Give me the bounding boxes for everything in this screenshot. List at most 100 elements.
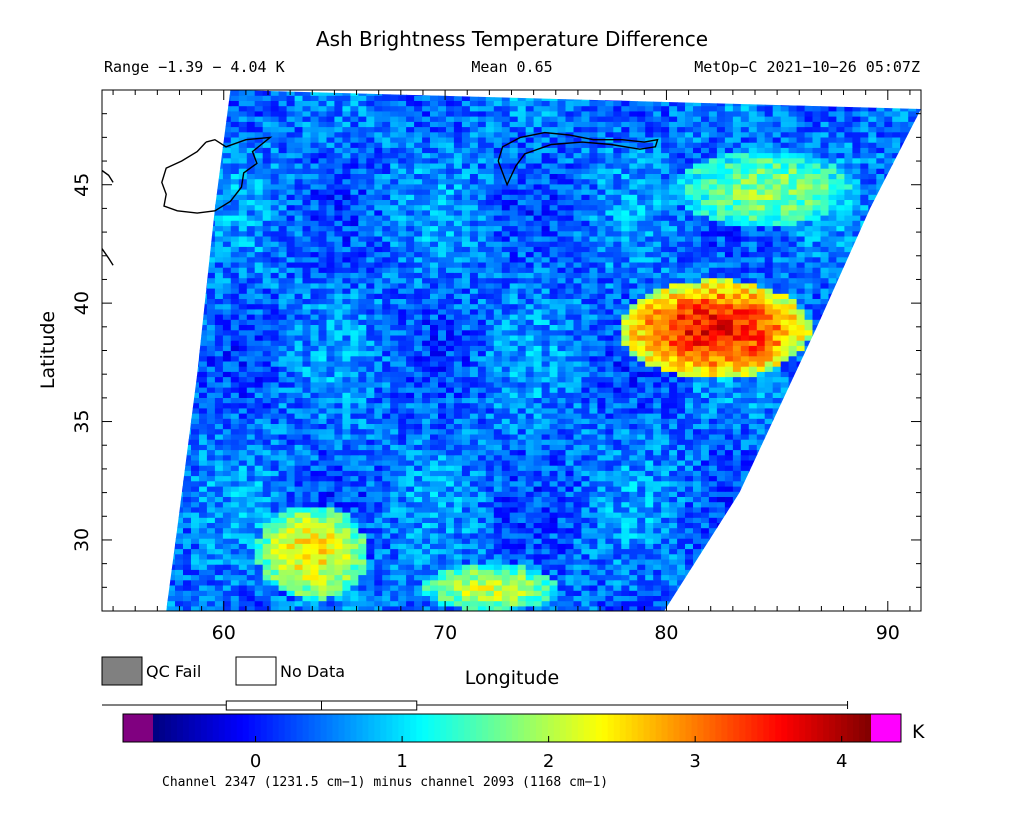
heatmap-cell <box>135 413 144 419</box>
heatmap-cell <box>446 538 455 544</box>
heatmap-cell <box>342 397 351 404</box>
heatmap-cell <box>669 522 678 529</box>
heatmap-cell <box>908 475 917 482</box>
heatmap-cell <box>549 392 559 398</box>
heatmap-cell <box>517 402 527 409</box>
heatmap-cell <box>756 574 766 581</box>
heatmap-cell <box>637 376 646 383</box>
heatmap-cell <box>557 491 567 497</box>
heatmap-cell <box>366 579 375 586</box>
heatmap-cell <box>549 470 559 477</box>
heatmap-cell <box>509 392 519 398</box>
heatmap-cell <box>677 512 686 518</box>
heatmap-cell <box>509 491 519 497</box>
heatmap-cell <box>143 522 152 528</box>
heatmap-cell <box>183 579 192 586</box>
heatmap-cell <box>294 501 304 508</box>
heatmap-cell <box>199 470 208 477</box>
heatmap-cell <box>358 397 367 404</box>
heatmap-cell <box>605 465 614 471</box>
heatmap-cell <box>358 553 367 560</box>
heatmap-cell <box>661 381 670 388</box>
heatmap-cell <box>597 543 606 550</box>
heatmap-cell <box>844 465 853 471</box>
heatmap-cell <box>167 392 176 398</box>
heatmap-cell <box>334 506 343 513</box>
heatmap-cell <box>398 449 407 456</box>
heatmap-cell <box>916 491 921 497</box>
heatmap-cell <box>597 512 606 518</box>
heatmap-cell <box>573 574 583 581</box>
heatmap-cell <box>645 564 654 570</box>
heatmap-cell <box>326 543 336 550</box>
heatmap-cell <box>788 532 798 539</box>
heatmap-cell <box>756 381 766 388</box>
heatmap-cell <box>693 371 702 378</box>
heatmap-cell <box>565 506 575 513</box>
heatmap-cell <box>533 480 543 487</box>
heatmap-cell <box>191 397 200 404</box>
heatmap-cell <box>629 475 638 482</box>
heatmap-cell <box>246 407 256 414</box>
heatmap-cell <box>908 407 917 414</box>
heatmap-cell <box>262 486 272 492</box>
heatmap-cell <box>724 387 734 393</box>
heatmap-cell <box>788 569 798 576</box>
heatmap-cell <box>206 579 216 586</box>
heatmap-cell <box>453 522 463 529</box>
heatmap-cell <box>238 470 248 477</box>
heatmap-cell <box>637 454 646 461</box>
heatmap-cell <box>613 522 622 529</box>
heatmap-cell <box>286 538 296 544</box>
heatmap-cell <box>740 381 750 388</box>
heatmap-cell <box>517 350 527 357</box>
heatmap-cell <box>852 402 861 409</box>
heatmap-cell <box>892 491 901 497</box>
heatmap-cell <box>900 355 909 362</box>
heatmap-cell <box>621 465 630 471</box>
heatmap-cell <box>143 554 152 560</box>
heatmap-cell <box>509 439 519 445</box>
heatmap-cell <box>804 381 814 388</box>
heatmap-cell <box>310 527 320 534</box>
heatmap-cell <box>669 433 678 440</box>
heatmap-cell <box>469 423 479 430</box>
heatmap-cell <box>262 360 272 367</box>
heatmap-cell <box>597 444 606 451</box>
heatmap-cell <box>828 407 838 414</box>
heatmap-cell <box>565 366 575 372</box>
heatmap-cell <box>461 517 471 523</box>
heatmap-cell <box>732 355 742 362</box>
heatmap-cell <box>342 345 351 352</box>
heatmap-cell <box>908 433 917 440</box>
heatmap-cell <box>167 600 176 607</box>
heatmap-cell <box>788 423 798 430</box>
heatmap-cell <box>796 376 806 383</box>
heatmap-cell <box>621 454 630 461</box>
heatmap-cell <box>597 548 606 555</box>
heatmap-cell <box>214 444 224 451</box>
heatmap-cell <box>613 433 622 440</box>
heatmap-cell <box>342 470 351 477</box>
heatmap-cell <box>621 459 630 466</box>
heatmap-cell <box>597 439 606 445</box>
heatmap-cell <box>438 574 447 581</box>
heatmap-cell <box>748 496 758 503</box>
heatmap-cell <box>167 387 176 393</box>
heatmap-cell <box>557 423 567 430</box>
heatmap-cell <box>430 355 439 362</box>
heatmap-cell <box>438 444 447 451</box>
heatmap-cell <box>446 506 455 513</box>
heatmap-cell <box>477 600 487 607</box>
heatmap-cell <box>206 371 216 378</box>
heatmap-cell <box>541 543 551 550</box>
heatmap-cell <box>366 360 375 367</box>
heatmap-cell <box>740 491 750 497</box>
heatmap-cell <box>294 517 304 523</box>
heatmap-cell <box>788 397 798 404</box>
heatmap-cell <box>294 439 304 445</box>
heatmap-cell <box>183 465 192 471</box>
heatmap-cell <box>716 376 726 383</box>
heatmap-cell <box>430 527 439 534</box>
heatmap-cell <box>342 579 351 586</box>
